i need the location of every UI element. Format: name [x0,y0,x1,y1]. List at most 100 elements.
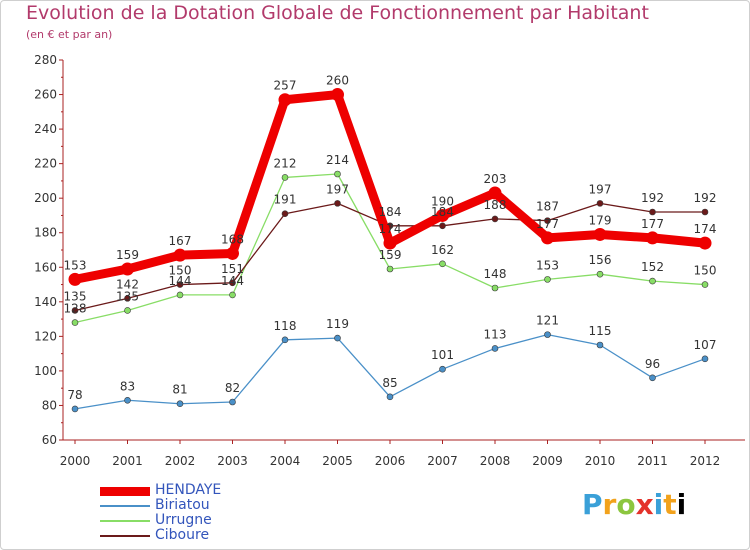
data-label-hendaye: 153 [64,258,87,272]
x-tick-label: 2001 [112,454,143,468]
data-point-biriatou [124,396,131,404]
data-point-ciboure [596,200,604,207]
data-label-hendaye: 159 [116,248,139,262]
data-point-ciboure [71,307,79,314]
legend-swatch [100,520,150,522]
y-tick-label: 120 [34,329,57,343]
chart-title: Evolution de la Dotation Globale de Fonc… [26,2,649,24]
x-tick-label: 2000 [60,454,91,468]
data-point-urrugne [229,291,236,299]
logo-letter: r [602,488,617,521]
chart-subtitle: (en € et par an) [26,28,113,41]
y-tick-label: 260 [34,88,57,102]
logo-letter: x [635,488,654,521]
logo-letter: P [582,488,603,521]
data-point-ciboure [439,222,446,230]
logo-letter: t [663,488,677,521]
data-label-hendaye: 177 [536,217,559,231]
data-point-biriatou [491,345,499,352]
data-label-urrugne: 128 [64,302,87,316]
data-point-hendaye [698,236,712,250]
data-label-urrugne: 212 [274,156,297,170]
data-point-urrugne [334,170,341,178]
data-label-hendaye: 257 [274,79,297,93]
data-point-ciboure [334,200,341,207]
data-label-biriatou: 115 [589,324,612,338]
data-label-ciboure: 197 [589,182,612,196]
data-point-biriatou [701,355,709,363]
legend-swatch [100,535,150,537]
data-point-urrugne [649,277,656,285]
data-label-ciboure: 135 [64,289,87,303]
data-point-urrugne [386,265,394,273]
y-tick-label: 100 [34,364,57,378]
proxiti-logo: Proxiti [582,488,686,521]
y-tick-label: 160 [34,260,57,274]
x-tick-label: 2006 [375,454,406,468]
data-point-ciboure [649,208,656,216]
data-point-hendaye [331,88,344,102]
data-point-hendaye [68,272,82,286]
logo-letter: i [653,488,664,521]
data-label-urrugne: 159 [379,248,402,262]
data-point-urrugne [124,307,131,314]
data-label-biriatou: 113 [484,327,507,341]
data-point-urrugne [176,291,184,299]
data-point-ciboure [544,217,551,224]
data-point-biriatou [334,334,341,342]
data-label-biriatou: 78 [67,388,82,402]
legend-label: Urrugne [155,512,212,528]
data-label-urrugne: 162 [431,243,454,257]
data-label-biriatou: 121 [536,314,559,328]
data-label-hendaye: 174 [379,222,402,236]
data-point-urrugne [491,284,499,292]
x-tick-label: 2009 [532,454,563,468]
data-label-urrugne: 214 [326,153,349,167]
x-tick-label: 2010 [585,454,616,468]
data-label-biriatou: 83 [120,379,135,393]
data-point-biriatou [71,405,79,413]
y-tick-label: 140 [34,295,57,309]
y-tick-label: 280 [34,53,57,67]
data-point-biriatou [386,393,394,401]
data-point-biriatou [544,331,551,338]
legend-label: HENDAYE [155,482,222,498]
y-tick-label: 180 [34,226,57,240]
data-label-urrugne: 144 [169,274,192,288]
data-point-hendaye [383,236,397,250]
y-tick-label: 80 [42,398,57,412]
data-point-urrugne [596,270,604,278]
data-point-ciboure [281,210,289,218]
data-point-ciboure [229,279,236,287]
data-point-urrugne [439,260,446,268]
data-label-hendaye: 167 [169,234,192,248]
data-point-urrugne [701,281,709,288]
data-point-ciboure [124,295,131,302]
legend-label: Ciboure [155,527,210,543]
data-label-urrugne: 144 [221,274,244,288]
data-label-ciboure: 191 [274,193,297,207]
x-tick-label: 2003 [217,454,248,468]
data-label-biriatou: 107 [694,338,717,352]
data-label-ciboure: 184 [379,205,402,219]
data-label-hendaye: 174 [694,222,717,236]
data-label-hendaye: 190 [431,194,454,208]
data-label-urrugne: 135 [116,289,139,303]
data-point-hendaye [541,231,554,245]
data-label-biriatou: 119 [326,317,349,331]
data-point-biriatou [439,365,446,373]
y-tick-label: 200 [34,191,57,205]
logo-letter: i [676,488,687,521]
data-point-biriatou [281,336,289,344]
data-label-urrugne: 156 [589,253,612,267]
data-point-urrugne [544,276,551,283]
legend-swatch [100,505,150,507]
data-point-hendaye [121,262,134,276]
data-label-ciboure: 197 [326,182,349,196]
data-label-urrugne: 148 [484,267,507,281]
data-point-ciboure [701,208,709,216]
logo-letter: o [616,488,636,521]
x-tick-label: 2002 [165,454,196,468]
data-label-biriatou: 81 [172,383,187,397]
data-label-urrugne: 150 [694,264,717,278]
